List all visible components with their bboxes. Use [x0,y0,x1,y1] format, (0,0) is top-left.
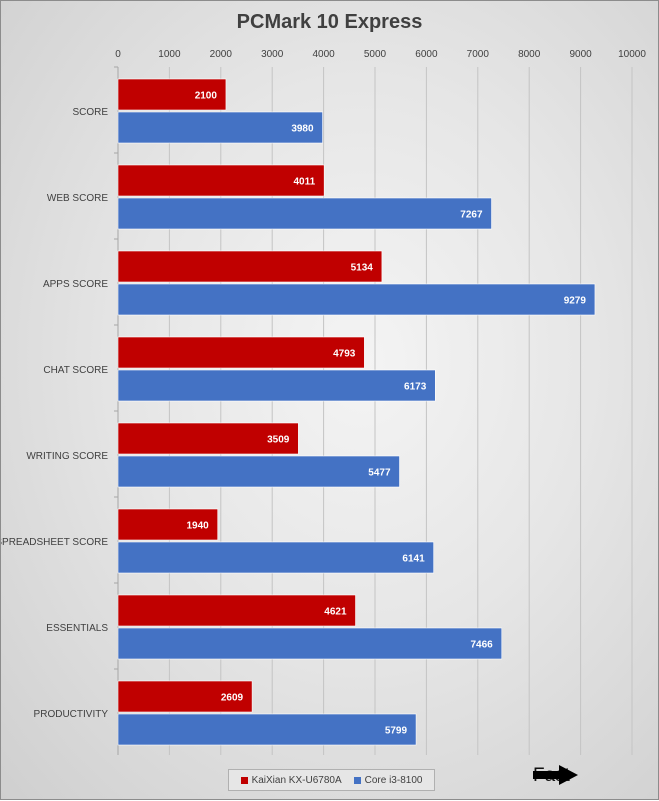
data-label-s2-5: 6141 [402,554,425,565]
legend: KaiXian KX-U6780A Core i3-8100 [228,769,435,791]
right-arrow-icon [533,765,578,785]
data-label-s2-4: 5477 [368,468,391,479]
data-label-s2-6: 7466 [471,640,494,651]
bar-s1-0 [117,78,227,111]
x-tick-label-3: 3000 [261,49,284,60]
data-label-s1-1: 4011 [293,177,315,188]
y-tick-label-0: SCORE [72,107,108,118]
x-tick-label-8: 8000 [518,49,541,60]
data-label-s2-3: 6173 [404,382,427,393]
bar-s1-7 [117,680,253,713]
x-tick-label-5: 5000 [364,49,387,60]
data-label-s2-7: 5799 [385,726,408,737]
bar-s2-6 [117,627,503,660]
bar-s1-5 [117,508,219,541]
bar-s1-4 [117,422,299,455]
bar-s1-1 [117,164,325,197]
bar-s2-0 [117,111,323,144]
bar-s2-7 [117,713,417,746]
data-label-s2-2: 9279 [564,296,587,307]
bar-s2-4 [117,455,400,488]
bar-s1-2 [117,250,383,283]
y-tick-label-2: APPS SCORE [43,279,108,290]
bar-s2-1 [117,197,492,230]
fast-annotation: Fast [533,765,578,787]
data-label-s1-0: 2100 [195,91,218,102]
legend-swatch-series-1 [240,776,248,784]
y-tick-label-6: ESSENTIALS [46,623,108,634]
legend-label-series-2: Core i3-8100 [364,774,423,786]
data-label-s1-3: 4793 [333,349,356,360]
legend-label-series-1: KaiXian KX-U6780A [251,774,342,786]
x-tick-label-2: 2000 [210,49,233,60]
bar-s1-6 [117,594,356,627]
x-tick-label-6: 6000 [415,49,438,60]
bar-s2-5 [117,541,434,574]
x-tick-label-1: 1000 [158,49,181,60]
y-tick-label-5: SPREADSHEET SCORE [1,537,108,548]
bar-s2-2 [117,283,596,316]
x-tick-label-10: 10000 [618,49,646,60]
bar-s1-3 [117,336,365,369]
legend-swatch-series-2 [353,776,361,784]
x-tick-label-4: 4000 [312,49,335,60]
y-tick-label-4: WRITING SCORE [26,451,108,462]
legend-item-series-2: Core i3-8100 [353,774,423,786]
x-tick-label-9: 9000 [569,49,592,60]
y-tick-label-3: CHAT SCORE [43,365,108,376]
data-label-s1-5: 1940 [186,521,209,532]
data-label-s1-6: 4621 [324,607,347,618]
data-label-s1-7: 2609 [221,693,244,704]
bar-s2-3 [117,369,436,402]
data-label-s1-4: 3509 [267,435,290,446]
legend-item-series-1: KaiXian KX-U6780A [240,774,342,786]
y-tick-label-1: WEB SCORE [47,193,108,204]
data-label-s1-2: 5134 [351,263,374,274]
chart-title: PCMark 10 Express [236,11,423,33]
x-tick-label-0: 0 [115,49,121,60]
data-label-s2-1: 7267 [460,210,483,221]
data-label-s2-0: 3980 [291,124,314,135]
x-tick-label-7: 7000 [467,49,490,60]
y-tick-label-7: PRODUCTIVITY [34,709,109,720]
